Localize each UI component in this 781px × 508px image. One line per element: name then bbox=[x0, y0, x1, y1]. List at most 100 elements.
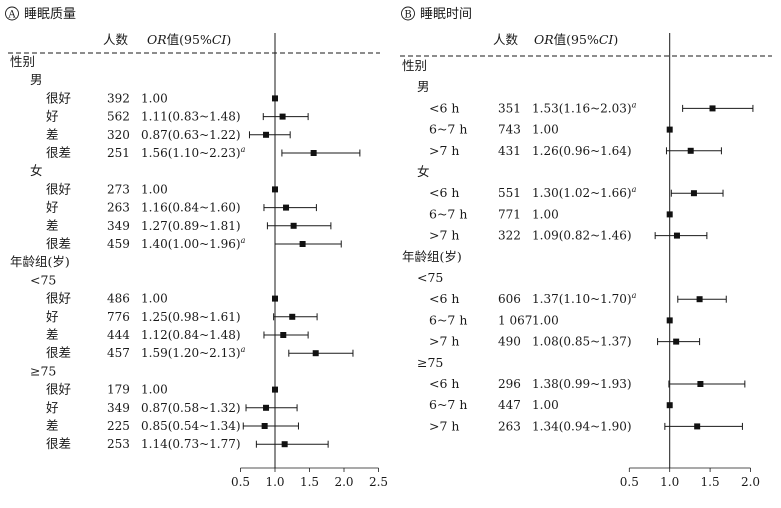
or-point bbox=[666, 211, 673, 218]
row-n: 263 bbox=[498, 419, 521, 433]
row-n: 273 bbox=[107, 182, 130, 196]
or-point bbox=[694, 423, 701, 430]
x-tick-label: 0.5 bbox=[620, 475, 639, 489]
or-point bbox=[673, 232, 680, 239]
row-label: 6~7 h bbox=[429, 206, 467, 221]
row-or-text: 1.59(1.20~2.13)a bbox=[141, 345, 246, 360]
row-label: 好 bbox=[46, 109, 59, 124]
row-n: 320 bbox=[107, 128, 130, 142]
subgroup-label: 女 bbox=[417, 164, 430, 179]
subgroup-label: 男 bbox=[30, 72, 43, 87]
row-or-text: 1.34(0.94~1.90) bbox=[532, 419, 632, 433]
row-or-text: 1.30(1.02~1.66)a bbox=[532, 185, 637, 200]
row-label: >7 h bbox=[429, 334, 459, 349]
row-n: 253 bbox=[107, 437, 130, 451]
panel-title: 睡眠时间 bbox=[420, 7, 472, 22]
row-or-text: 1.16(0.84~1.60) bbox=[141, 201, 241, 215]
row-label: >7 h bbox=[429, 143, 459, 158]
row-n: 459 bbox=[107, 237, 130, 251]
row-label: 6~7 h bbox=[429, 122, 467, 137]
row-n: 562 bbox=[107, 110, 130, 124]
row-label: 很差 bbox=[46, 436, 71, 451]
x-tick-label: 1.5 bbox=[701, 475, 720, 489]
header-n: 人数 bbox=[493, 32, 519, 47]
row-label: 很差 bbox=[46, 236, 71, 251]
row-or-text: 1.00 bbox=[532, 398, 559, 412]
row-label: 6~7 h bbox=[429, 312, 467, 327]
or-point bbox=[666, 126, 673, 133]
or-point bbox=[272, 186, 278, 193]
row-label: 很好 bbox=[46, 291, 71, 306]
row-n: 351 bbox=[498, 101, 521, 115]
or-point bbox=[690, 190, 697, 197]
row-or-text: 1.00 bbox=[141, 182, 168, 196]
row-or-text: 1.09(0.82~1.46) bbox=[532, 229, 632, 243]
row-n: 444 bbox=[107, 328, 130, 342]
or-point bbox=[299, 241, 306, 247]
or-point bbox=[283, 204, 290, 211]
row-n: 486 bbox=[107, 292, 130, 306]
row-label: 好 bbox=[46, 400, 59, 415]
or-point bbox=[281, 441, 288, 448]
row-label: 差 bbox=[46, 418, 59, 433]
row-label: <6 h bbox=[429, 185, 459, 200]
or-point bbox=[666, 317, 673, 324]
row-n: 392 bbox=[107, 91, 130, 105]
row-or-text: 1.00 bbox=[141, 91, 168, 105]
x-tick-label: 2.0 bbox=[334, 475, 353, 489]
row-label: >7 h bbox=[429, 228, 459, 243]
or-point bbox=[697, 381, 704, 387]
row-n: 606 bbox=[498, 292, 521, 306]
subgroup-label: 男 bbox=[417, 79, 430, 94]
row-label: <6 h bbox=[429, 376, 459, 391]
row-n: 322 bbox=[498, 229, 521, 243]
row-or-text: 1.56(1.10~2.23)a bbox=[141, 145, 246, 160]
row-n: 490 bbox=[498, 335, 521, 349]
group-label: 性别 bbox=[10, 54, 35, 69]
row-or-text: 1.14(0.73~1.77) bbox=[141, 437, 241, 451]
row-n: 263 bbox=[107, 201, 130, 215]
row-or-text: 1.11(0.83~1.48) bbox=[141, 110, 241, 124]
row-n: 296 bbox=[498, 377, 521, 391]
panel-label: A bbox=[7, 10, 16, 21]
row-or-text: 1.00 bbox=[532, 313, 559, 327]
row-n: 349 bbox=[107, 219, 130, 233]
row-or-text: 1.27(0.89~1.81) bbox=[141, 219, 241, 233]
or-point bbox=[261, 423, 268, 429]
row-label: 好 bbox=[46, 200, 59, 215]
x-tick-label: 2.0 bbox=[741, 475, 760, 489]
or-point bbox=[312, 350, 319, 357]
panel-label: B bbox=[404, 10, 411, 21]
header-or: OR值(95%CI) bbox=[534, 32, 618, 47]
row-n: 251 bbox=[107, 146, 130, 160]
row-n: 349 bbox=[107, 401, 130, 415]
row-or-text: 0.87(0.58~1.32) bbox=[141, 401, 241, 415]
row-or-text: 1.08(0.85~1.37) bbox=[532, 335, 632, 349]
group-label: 年龄组(岁) bbox=[402, 249, 462, 264]
or-point bbox=[289, 313, 296, 320]
row-or-text: 1.00 bbox=[141, 383, 168, 397]
row-n: 225 bbox=[107, 419, 130, 433]
row-label: 差 bbox=[46, 127, 59, 142]
row-or-text: 1.40(1.00~1.96)a bbox=[141, 236, 246, 251]
row-or-text: 1.00 bbox=[141, 292, 168, 306]
subgroup-label: <75 bbox=[30, 272, 56, 287]
row-n: 447 bbox=[498, 398, 521, 412]
row-or-text: 0.85(0.54~1.34) bbox=[141, 419, 241, 433]
row-or-text: 1.37(1.10~1.70)a bbox=[532, 291, 637, 306]
or-point bbox=[673, 338, 680, 345]
subgroup-label: ≥75 bbox=[30, 363, 56, 378]
x-tick-label: 1.5 bbox=[300, 475, 319, 489]
row-label: 差 bbox=[46, 218, 59, 233]
group-label: 年龄组(岁) bbox=[10, 254, 70, 269]
row-n: 551 bbox=[498, 186, 521, 200]
row-label: <6 h bbox=[429, 291, 459, 306]
or-point bbox=[687, 147, 694, 154]
row-or-text: 1.26(0.96~1.64) bbox=[532, 144, 632, 158]
or-point bbox=[709, 105, 716, 112]
panel-label-circle bbox=[401, 6, 415, 21]
header-or: OR值(95%CI) bbox=[147, 32, 231, 47]
subgroup-label: ≥75 bbox=[417, 355, 443, 370]
